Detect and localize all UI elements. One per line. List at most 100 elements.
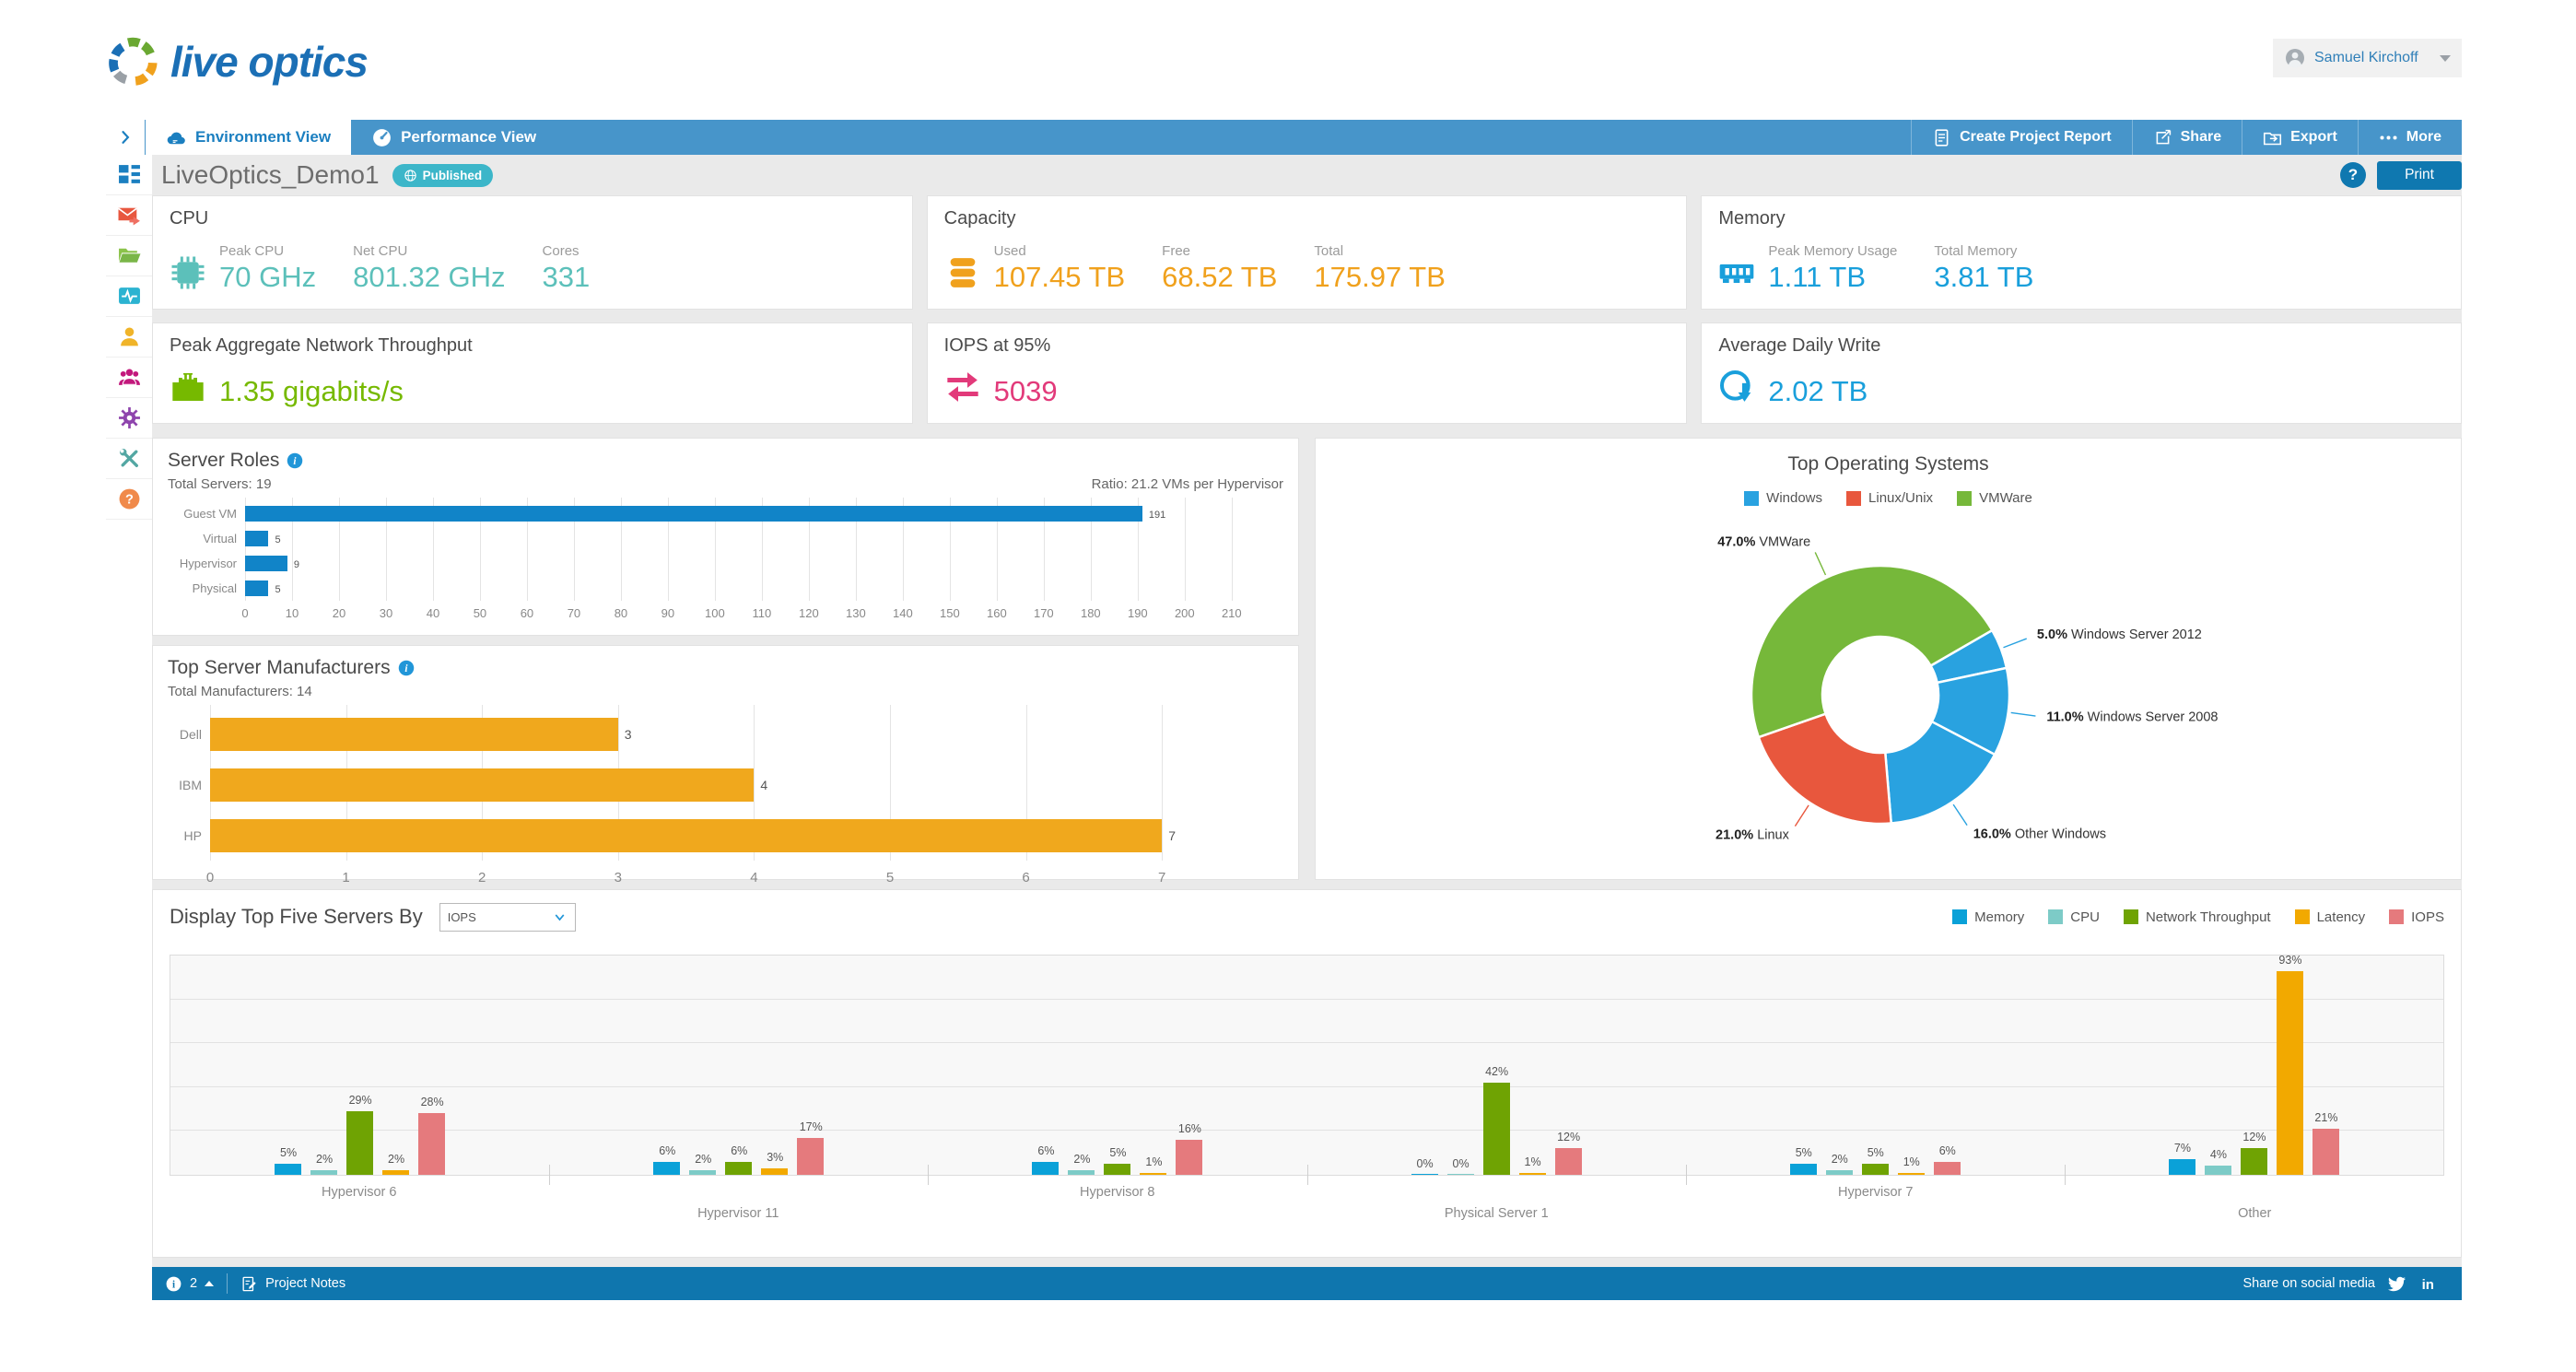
dashboard-icon bbox=[118, 165, 140, 183]
bar[interactable] bbox=[210, 819, 1163, 852]
sidebar-item-mail[interactable] bbox=[106, 195, 152, 236]
sidebar-item-team[interactable] bbox=[106, 358, 152, 398]
bar-latency[interactable] bbox=[382, 1170, 410, 1175]
bar-value-label: 42% bbox=[1485, 1065, 1509, 1079]
bar-network-throughput[interactable] bbox=[1104, 1164, 1131, 1175]
twitter-share-button[interactable] bbox=[2375, 1267, 2418, 1300]
bar-memory[interactable] bbox=[653, 1161, 681, 1175]
sidebar-item-folder[interactable] bbox=[106, 236, 152, 276]
category-label-hypervisor-7: Hypervisor 7 bbox=[1838, 1185, 1914, 1200]
legend-item-latency[interactable]: Latency bbox=[2294, 909, 2365, 925]
legend-swatch bbox=[2123, 909, 2138, 924]
bar-groups: 5% 2% 29% 2% 28% 6% 2% 6% 3% 17% 6% 2% 5% 1% 16% 0% 0% 42… bbox=[170, 954, 2443, 1175]
top-servers-select[interactable]: IOPS bbox=[439, 902, 576, 932]
axis-tick-label: 50 bbox=[473, 606, 487, 620]
bar-memory[interactable] bbox=[2168, 1159, 2195, 1175]
category-label: Physical bbox=[192, 581, 237, 595]
info-icon[interactable]: i bbox=[287, 452, 303, 469]
legend-swatch bbox=[2294, 909, 2310, 924]
print-button[interactable]: Print bbox=[2377, 160, 2462, 190]
legend-swatch bbox=[1744, 490, 1760, 506]
help-button[interactable]: ? bbox=[2340, 162, 2366, 188]
donut-slice-linux[interactable] bbox=[1757, 712, 1893, 826]
tab-performance-view[interactable]: Performance View bbox=[351, 120, 556, 155]
share-button[interactable]: Share bbox=[2131, 120, 2242, 155]
notifications-toggle[interactable]: i 2 bbox=[152, 1267, 227, 1300]
bar[interactable] bbox=[245, 531, 269, 546]
bar-cpu[interactable] bbox=[1446, 1174, 1474, 1175]
bar-latency[interactable] bbox=[1518, 1172, 1546, 1175]
bar-network-throughput[interactable] bbox=[346, 1110, 374, 1175]
bar[interactable] bbox=[245, 580, 269, 596]
server-roles-subrow: Total Servers: 19 Ratio: 21.2 VMs per Hy… bbox=[168, 476, 1283, 492]
axis-tick-label: 7 bbox=[1158, 870, 1166, 885]
bar-cpu[interactable] bbox=[310, 1170, 338, 1175]
bar-cpu[interactable] bbox=[1068, 1170, 1095, 1175]
bar-cpu[interactable] bbox=[1825, 1170, 1853, 1175]
bar-cpu[interactable] bbox=[2204, 1166, 2231, 1175]
bar-value-label: 3% bbox=[767, 1150, 784, 1164]
bar-network-throughput[interactable] bbox=[2240, 1148, 2267, 1175]
legend-item-network-throughput[interactable]: Network Throughput bbox=[2123, 909, 2271, 925]
sidebar-item-monitor[interactable] bbox=[106, 276, 152, 317]
sidebar-item-tools[interactable] bbox=[106, 439, 152, 479]
bar-iops[interactable] bbox=[418, 1113, 446, 1175]
sidebar-item-user[interactable] bbox=[106, 317, 152, 358]
bar-memory[interactable] bbox=[1032, 1161, 1060, 1175]
bar[interactable] bbox=[245, 506, 1142, 522]
create-project-report-button[interactable]: Create Project Report bbox=[1911, 120, 2132, 155]
info-icon: i bbox=[166, 1276, 181, 1291]
legend-item-linux-unix[interactable]: Linux/Unix bbox=[1846, 490, 1933, 506]
select-value: IOPS bbox=[447, 909, 476, 924]
project-notes-button[interactable]: Project Notes bbox=[228, 1267, 358, 1300]
kpi-metric-label: Total bbox=[1314, 243, 1344, 259]
sidebar-collapse-button[interactable] bbox=[106, 120, 145, 155]
bar-latency[interactable] bbox=[761, 1167, 789, 1175]
info-icon[interactable]: i bbox=[398, 660, 415, 676]
diskwrite-icon bbox=[1720, 369, 1751, 402]
sidebar-item-helpq[interactable]: ? bbox=[106, 479, 152, 520]
bar-latency[interactable] bbox=[2276, 970, 2303, 1175]
export-button[interactable]: Export bbox=[2242, 120, 2358, 155]
bar-network-throughput[interactable] bbox=[1482, 1083, 1510, 1175]
sidebar-item-dashboard[interactable] bbox=[106, 155, 152, 195]
bar-memory[interactable] bbox=[275, 1164, 302, 1175]
bar-slot: 93% bbox=[2276, 954, 2303, 1175]
bar-memory[interactable] bbox=[1411, 1174, 1438, 1175]
bar-slot: 6% bbox=[1933, 956, 1961, 1175]
legend-item-windows[interactable]: Windows bbox=[1744, 490, 1822, 506]
sidebar-item-settings[interactable] bbox=[106, 398, 152, 439]
more-button[interactable]: More bbox=[2357, 120, 2462, 155]
legend-item-cpu[interactable]: CPU bbox=[2048, 909, 2100, 925]
bar-network-throughput[interactable] bbox=[725, 1161, 753, 1175]
user-menu[interactable]: Samuel Kirchoff bbox=[2273, 39, 2462, 77]
kpi-row-1: CPU Peak CPU 70 GHz Net CPU 801.32 GHz Cores 3… bbox=[152, 195, 2463, 310]
bar[interactable] bbox=[245, 556, 287, 571]
donut-slice-other-windows[interactable] bbox=[1883, 720, 1996, 825]
toolbar-label: Export bbox=[2290, 129, 2337, 145]
legend-item-vmware[interactable]: VMWare bbox=[1957, 490, 2032, 506]
bar-cpu[interactable] bbox=[689, 1170, 717, 1175]
bar[interactable] bbox=[210, 768, 755, 802]
bar-latency[interactable] bbox=[1140, 1172, 1167, 1175]
syncarrows-icon bbox=[947, 372, 978, 402]
linkedin-share-button[interactable]: in bbox=[2418, 1267, 2462, 1300]
donut-slice-vmware[interactable] bbox=[1750, 564, 1994, 739]
legend-item-memory[interactable]: Memory bbox=[1952, 909, 2024, 925]
bar-iops[interactable] bbox=[1176, 1139, 1203, 1175]
bar[interactable] bbox=[210, 718, 618, 751]
category-label-hypervisor-11: Hypervisor 11 bbox=[697, 1206, 779, 1221]
tab-environment-view[interactable]: Environment View bbox=[146, 120, 352, 155]
bar-memory[interactable] bbox=[1789, 1164, 1817, 1175]
bar-iops[interactable] bbox=[1933, 1161, 1961, 1175]
bar-iops[interactable] bbox=[797, 1137, 825, 1175]
bar-iops[interactable] bbox=[1554, 1148, 1582, 1175]
kpi-body: Peak Memory Usage 1.11 TB Total Memory 3.81… bbox=[1718, 243, 2057, 294]
gridline bbox=[890, 705, 891, 861]
bar-network-throughput[interactable] bbox=[1861, 1164, 1889, 1175]
bar-iops[interactable] bbox=[2312, 1129, 2339, 1175]
axis-tick-label: 190 bbox=[1127, 606, 1148, 620]
bar-value-label: 17% bbox=[799, 1120, 823, 1133]
bar-latency[interactable] bbox=[1897, 1172, 1925, 1175]
legend-item-iops[interactable]: IOPS bbox=[2389, 909, 2444, 925]
